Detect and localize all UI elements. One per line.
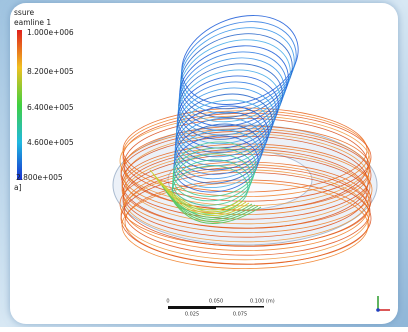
ring-streamline xyxy=(121,182,369,270)
scale-bar: 0 0.050 0.100 (m) 0.025 0.075 xyxy=(166,299,274,318)
scale-label: 0.050 xyxy=(209,299,223,305)
inlet-streamline xyxy=(164,189,256,220)
inlet-streamline xyxy=(152,173,244,213)
vortex-streamline xyxy=(180,33,293,118)
color-bar xyxy=(17,30,22,180)
legend-unit: a] xyxy=(14,183,22,192)
inlet-streamline xyxy=(170,197,262,224)
streamlines xyxy=(112,15,378,270)
ring-streamline xyxy=(119,161,371,247)
vortex-streamline xyxy=(179,39,291,123)
ring-streamline xyxy=(122,112,372,202)
legend-label: 8.200e+005 xyxy=(27,67,74,76)
scale-segment xyxy=(216,306,264,308)
inlet-streamline xyxy=(161,185,253,218)
inlet-streamline xyxy=(149,169,241,211)
inlet-streamline xyxy=(155,177,247,215)
scale-segment xyxy=(168,306,216,309)
vortex-streamline xyxy=(177,69,281,145)
inlet-streamline xyxy=(158,181,250,216)
legend-label: 4.600e+005 xyxy=(27,138,74,147)
vortex-streamline xyxy=(175,93,273,162)
scale-label: 0.075 xyxy=(233,312,247,318)
legend: ssure eamline 1 1.000e+006 8.200e+005 6.… xyxy=(14,8,74,192)
ring-streamline xyxy=(120,130,372,220)
axis-triad xyxy=(376,296,390,312)
legend-label: 1.000e+006 xyxy=(27,28,74,37)
ring-streamline xyxy=(121,135,369,229)
legend-title: ssure xyxy=(14,8,34,17)
vortex-streamline xyxy=(177,63,283,140)
vortex-streamline xyxy=(181,15,299,105)
scale-label: 0.100 (m) xyxy=(250,299,275,305)
ring-streamline xyxy=(124,133,370,225)
vortex-streamline xyxy=(175,99,271,166)
ring-streamline xyxy=(121,143,371,229)
legend-title: eamline 1 xyxy=(14,18,51,27)
scale-label: 0.025 xyxy=(185,312,199,318)
axis-z xyxy=(376,308,380,312)
legend-label: 6.400e+005 xyxy=(27,103,74,112)
scale-label: 0 xyxy=(166,299,169,305)
inlet-streamline xyxy=(167,193,259,222)
legend-label: 2.800e+005 xyxy=(16,173,63,182)
ring-streamline xyxy=(123,166,371,256)
